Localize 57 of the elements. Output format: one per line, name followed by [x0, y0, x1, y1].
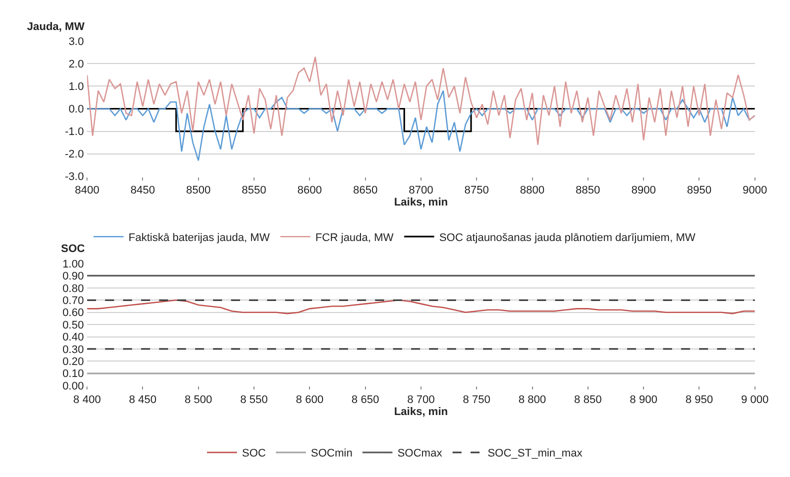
y-tick-label: -1.0	[64, 126, 84, 138]
y-axis-title: SOC	[61, 243, 85, 255]
x-tick-label: 8950	[686, 184, 712, 197]
x-tick-label: 8500	[186, 184, 211, 197]
legend-label: SOC	[242, 448, 266, 460]
legend-label: SOC atjaunošanas jauda plānotiem darījumiem, MW	[439, 232, 696, 244]
y-tick-label: 3.0	[68, 36, 84, 48]
x-axis-title: Laiks, min	[394, 406, 448, 418]
legend-label: SOCmax	[397, 448, 443, 460]
line-series	[87, 299, 755, 314]
y-tick-label: 1.00	[62, 258, 84, 270]
y-tick-label: 0.50	[62, 319, 84, 332]
x-tick-label: 8 950	[685, 394, 713, 406]
y-tick-label: 0.60	[62, 307, 84, 320]
x-tick-label: 8 500	[184, 394, 212, 406]
y-tick-label: -3.0	[64, 171, 84, 184]
x-tick-label: 8 850	[574, 394, 602, 406]
y-tick-label: -2.0	[64, 148, 84, 161]
x-tick-label: 8 700	[407, 394, 435, 406]
y-tick-label: 0.30	[62, 344, 84, 356]
x-tick-label: 8550	[242, 184, 266, 197]
y-tick-label: 2.0	[68, 58, 84, 71]
y-tick-label: 1.0	[68, 81, 84, 94]
x-tick-label: 8450	[130, 184, 155, 197]
x-tick-label: 8900	[631, 184, 656, 197]
y-tick-label: 0.70	[62, 294, 84, 307]
x-tick-label: 9 000	[741, 394, 769, 406]
x-tick-label: 8 800	[518, 394, 546, 406]
y-tick-label: 0.00	[62, 380, 84, 392]
line-series	[87, 56, 755, 146]
x-tick-label: 8750	[464, 184, 489, 197]
x-tick-label: 8850	[576, 184, 600, 197]
x-tick-label: 8 450	[128, 394, 156, 406]
x-tick-label: 8 400	[73, 394, 101, 406]
legend-label: Faktiskā baterijas jauda, MW	[128, 232, 270, 244]
x-tick-label: 8600	[297, 184, 322, 197]
x-tick-label: 8 550	[240, 394, 268, 406]
x-tick-label: 8700	[408, 184, 434, 197]
y-tick-label: 0.10	[62, 368, 84, 380]
x-tick-label: 8 750	[462, 394, 490, 406]
x-axis-title: Laiks, min	[394, 196, 448, 209]
y-tick-label: 0.90	[62, 270, 84, 283]
x-tick-label: 8 900	[630, 394, 658, 406]
x-tick-label: 8650	[353, 184, 378, 197]
x-tick-label: 8 650	[352, 394, 380, 406]
legend-label: SOC_ST_min_max	[488, 448, 583, 460]
x-tick-label: 8 600	[296, 394, 324, 406]
y-tick-label: 0.80	[62, 282, 84, 295]
y-tick-label: 0.0	[68, 104, 84, 116]
legend-label: FCR jauda, MW	[315, 232, 394, 244]
x-tick-label: 8800	[520, 184, 545, 197]
y-tick-label: 0.20	[62, 356, 84, 368]
legend-label: SOCmin	[310, 448, 352, 460]
x-tick-label: 8400	[74, 184, 100, 197]
x-tick-label: 9000	[742, 184, 768, 197]
y-tick-label: 0.40	[62, 332, 84, 344]
y-axis-title: Jauda, MW	[27, 21, 86, 33]
